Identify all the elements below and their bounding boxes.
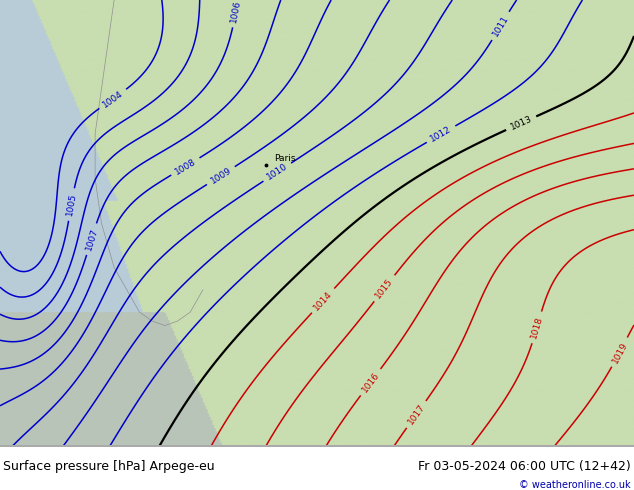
- Text: 1005: 1005: [65, 193, 78, 217]
- Text: 1010: 1010: [265, 162, 289, 182]
- Text: Fr 03-05-2024 06:00 UTC (12+42): Fr 03-05-2024 06:00 UTC (12+42): [418, 460, 631, 473]
- Text: 1016: 1016: [360, 370, 381, 394]
- Text: 1018: 1018: [529, 315, 545, 340]
- Text: 1008: 1008: [173, 157, 198, 176]
- Text: 1017: 1017: [406, 402, 427, 426]
- Text: 1006: 1006: [230, 0, 243, 24]
- Text: 1012: 1012: [429, 124, 453, 144]
- Text: Paris: Paris: [274, 154, 295, 163]
- Text: 1013: 1013: [509, 114, 534, 132]
- Text: 1004: 1004: [101, 89, 125, 109]
- Text: 1015: 1015: [374, 276, 395, 300]
- Text: Surface pressure [hPa] Arpege-eu: Surface pressure [hPa] Arpege-eu: [3, 460, 215, 473]
- Text: 1019: 1019: [611, 340, 629, 365]
- Text: 1007: 1007: [84, 227, 99, 251]
- Text: © weatheronline.co.uk: © weatheronline.co.uk: [519, 480, 631, 490]
- Text: 1014: 1014: [312, 289, 334, 312]
- Text: 1009: 1009: [209, 166, 233, 186]
- Text: 1011: 1011: [491, 14, 510, 38]
